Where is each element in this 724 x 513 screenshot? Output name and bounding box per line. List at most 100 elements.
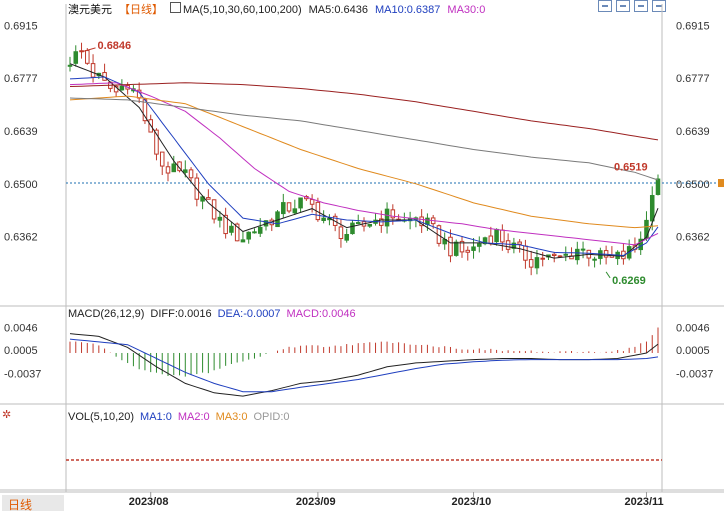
candle-body [465,249,471,253]
candle-body [425,217,430,225]
candle-body [494,228,499,243]
candle-body [540,257,545,260]
macd-dea-line [69,338,659,393]
high-annotation: 0.6846 [98,40,132,52]
vol-header: VOL(5,10,20) MA1:0 MA2:0 MA3:0 OPID:0 [68,411,296,423]
candle-body [592,258,597,261]
vol-ma1-label: MA1:0 [140,411,172,423]
candle-body [211,199,217,220]
xtick-label: 2023/10 [452,496,492,508]
candle-body [459,240,465,253]
ma5-label: MA5:0.6436 [308,4,368,16]
price-ytick-left: 0.6777 [4,73,38,85]
candle-body [321,217,326,222]
macd-ytick-right: 0.0005 [676,345,710,357]
macd-value-label: MACD:0.0046 [286,308,356,320]
price-ytick-right: 0.6915 [676,21,710,33]
candle-body [240,239,246,243]
settings-icon[interactable]: ✲ [2,409,12,421]
vol-ma3-label: MA3:0 [215,411,248,423]
candle-body [580,248,586,251]
candle-body [73,51,79,64]
candle-body [246,231,251,240]
ma30-label: MA30:0 [447,4,486,16]
ma-line-ma200 [69,82,659,141]
candle-body [119,85,125,91]
price-ytick-right: 0.6362 [676,231,710,243]
xtick-label: 2023/11 [624,496,663,508]
candle-body [85,50,90,64]
candle-body [183,169,188,173]
macd-ytick-left: 0.0046 [4,323,38,335]
candle-body [528,259,534,268]
candle-body [505,240,511,250]
period-tab[interactable]: 日线 [2,495,64,512]
macd-ytick-left: -0.0037 [4,368,41,380]
price-ytick-left: 0.6500 [4,179,38,191]
macd-ytick-left: 0.0005 [4,345,38,357]
vol-name-label: VOL(5,10,20) [68,411,135,423]
candle-body [477,243,482,247]
candle-body [367,223,373,227]
candle-body [67,64,73,67]
chart-icon [170,2,181,13]
low-annotation-leader [605,271,611,279]
candle-body [159,151,165,167]
candle-body [482,237,488,245]
candle-body [200,196,205,202]
xtick-label: 2023/08 [129,496,169,508]
candle-body [453,241,459,256]
candle-body [154,129,159,155]
symbol-label: 澳元美元 [68,4,112,16]
candle-body [217,216,223,221]
candle-body [471,246,476,251]
ma-line-ma10 [69,76,659,257]
ma10-label: MA10:0.6387 [374,4,441,16]
macd-dea-label: DEA:-0.0007 [217,308,281,320]
period-label[interactable]: 【日线】 [119,4,163,16]
macd-name-label: MACD(26,12,9) [68,308,145,320]
ma-line-ma100 [69,97,659,181]
chart-toolbar [598,0,666,12]
candle-body [188,169,194,179]
ma-line-ma5 [69,63,659,259]
ma-line-ma30 [69,82,659,246]
candle-body [171,163,177,173]
chart-tool-icon-3[interactable] [634,0,648,12]
high-annotation-leader [81,47,96,53]
price-ytick-right: 0.6639 [676,126,710,138]
candle-body [355,222,361,225]
candle-body [551,253,557,257]
candle-body [298,197,303,209]
candle-body [223,214,228,235]
candle-body [286,202,292,212]
macd-ytick-right: -0.0037 [676,368,713,380]
candle-body [390,209,396,219]
last-price-annotation: 0.6519 [614,162,648,174]
macd-ytick-right: 0.0046 [676,323,710,335]
price-ytick-right: 0.6777 [676,73,710,85]
chart-tool-icon-4[interactable] [652,0,666,12]
candle-body [644,219,649,239]
candle-body [350,222,355,235]
candle-body [655,178,661,195]
candle-body [649,195,655,222]
low-annotation: 0.6269 [612,275,646,287]
candle-body [206,197,211,200]
ma-params-label: MA(5,10,30,60,100,200) [183,4,302,16]
candle-body [257,226,263,234]
chart-tool-icon-1[interactable] [598,0,612,12]
price-ytick-left: 0.6362 [4,231,38,243]
chart-tool-icon-2[interactable] [616,0,630,12]
candle-body [448,236,453,257]
candle-body [309,199,315,205]
candle-body [90,63,96,78]
candle-body [488,235,494,245]
vol-opid-label: OPID:0 [253,411,290,423]
candle-body [384,208,390,227]
ma-line-ma60 [69,95,659,229]
period-tab-label: 日线 [8,498,33,512]
chart-header: 澳元美元 【日线】 MA(5,10,30,60,100,200) MA5:0.6436… [68,1,492,16]
